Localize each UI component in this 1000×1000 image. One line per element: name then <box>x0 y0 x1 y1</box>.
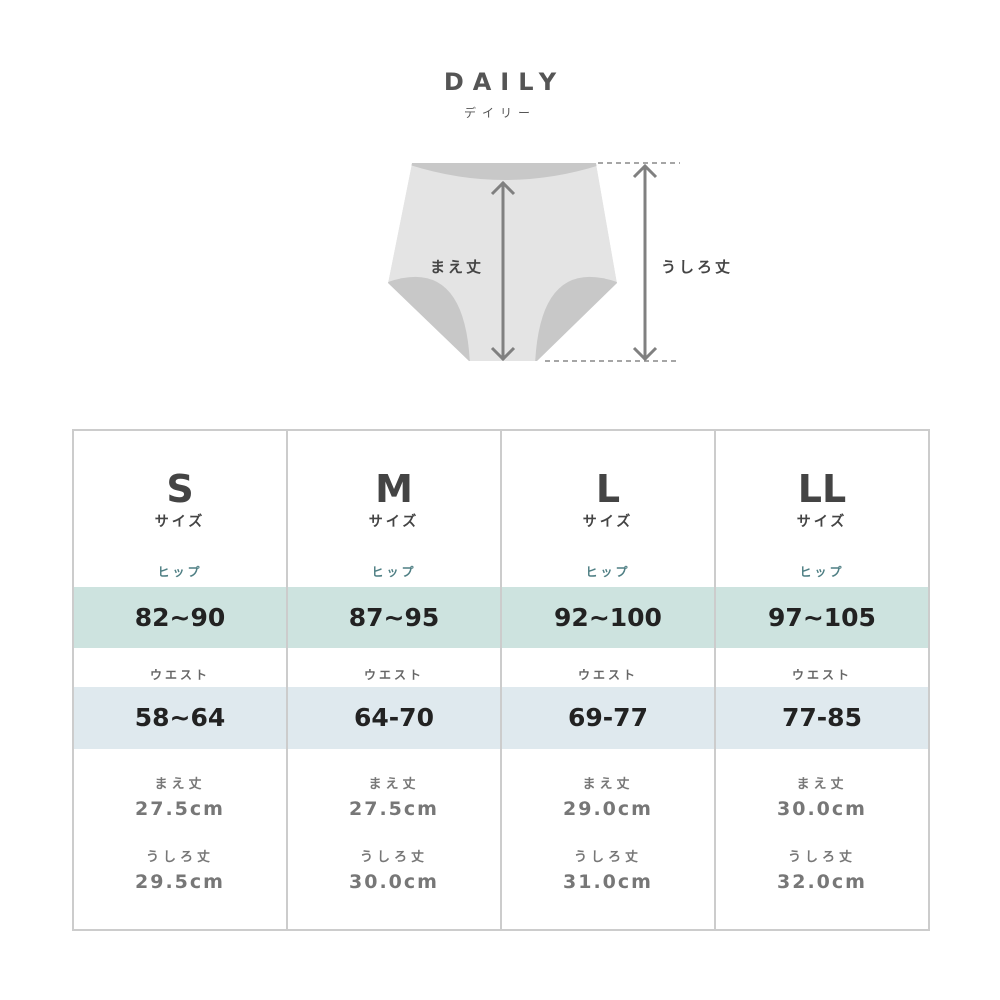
front-length-value: 29.0cm <box>563 798 653 820</box>
back-length-value: 32.0cm <box>777 871 867 893</box>
product-title: DAILY <box>443 68 566 96</box>
hip-value: 92~100 <box>502 587 714 648</box>
back-length-label: うしろ丈 <box>787 850 856 865</box>
front-length-label: まえ丈 <box>430 258 485 276</box>
back-length-label: うしろ丈 <box>573 850 642 865</box>
size-name: S <box>166 467 194 511</box>
back-length-label: うしろ丈 <box>661 258 734 276</box>
size-column-ll: LL サイズヒップ 97~105 ウエスト 77-85 まえ丈 30.0cm うしろ丈 32.0… <box>716 431 928 929</box>
size-column-l: L サイズヒップ 92~100 ウエスト 69-77 まえ丈 29.0cm うしろ丈 31.0c… <box>502 431 716 929</box>
front-length-value: 27.5cm <box>135 798 225 820</box>
size-suffix: サイズ <box>796 514 848 530</box>
front-length-label: まえ丈 <box>582 777 634 792</box>
hip-label: ヒップ <box>799 565 845 579</box>
size-name: M <box>375 467 413 511</box>
hip-label: ヒップ <box>371 565 417 579</box>
front-length-arrow <box>490 180 516 362</box>
waist-label: ウエスト <box>791 668 852 682</box>
size-suffix: サイズ <box>154 514 206 530</box>
waist-value: 64-70 <box>288 687 500 749</box>
size-column-s: S サイズヒップ 82~90 ウエスト 58~64 まえ丈 27.5cm うしろ丈 29.5cm <box>74 431 288 929</box>
size-suffix: サイズ <box>368 514 420 530</box>
waist-label: ウエスト <box>363 668 424 682</box>
waistband <box>400 163 610 180</box>
back-length-arrow <box>632 163 658 362</box>
back-length-value: 29.5cm <box>135 871 225 893</box>
back-length-value: 30.0cm <box>349 871 439 893</box>
hip-label: ヒップ <box>157 565 203 579</box>
back-length-label: うしろ丈 <box>359 850 428 865</box>
front-length-value: 30.0cm <box>777 798 867 820</box>
back-length-label: うしろ丈 <box>145 850 214 865</box>
waist-value: 69-77 <box>502 687 714 749</box>
hip-value: 97~105 <box>716 587 928 648</box>
hip-label: ヒップ <box>585 565 631 579</box>
waist-label: ウエスト <box>577 668 638 682</box>
hip-value: 87~95 <box>288 587 500 648</box>
hip-value: 82~90 <box>74 587 286 648</box>
size-name: L <box>595 467 621 511</box>
garment-diagram <box>388 162 680 362</box>
front-length-label: まえ丈 <box>796 777 848 792</box>
front-length-label: まえ丈 <box>368 777 420 792</box>
product-subtitle: デイリー <box>463 106 536 120</box>
size-table: S サイズヒップ 82~90 ウエスト 58~64 まえ丈 27.5cm うしろ丈 29.5cm… <box>72 429 930 931</box>
waist-value: 58~64 <box>74 687 286 749</box>
waist-label: ウエスト <box>149 668 210 682</box>
size-column-m: M サイズヒップ 87~95 ウエスト 64-70 まえ丈 27.5cm うしろ丈 30.0cm <box>288 431 502 929</box>
size-suffix: サイズ <box>582 514 634 530</box>
size-name: LL <box>797 467 847 511</box>
front-length-label: まえ丈 <box>154 777 206 792</box>
front-length-value: 27.5cm <box>349 798 439 820</box>
back-length-value: 31.0cm <box>563 871 653 893</box>
waist-value: 77-85 <box>716 687 928 749</box>
